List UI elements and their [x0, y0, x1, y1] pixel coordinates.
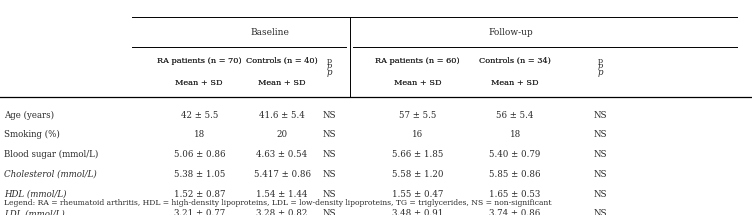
Text: 5.40 ± 0.79: 5.40 ± 0.79 [490, 150, 541, 159]
Text: p: p [598, 57, 602, 65]
Text: 1.54 ± 1.44: 1.54 ± 1.44 [256, 190, 308, 199]
Text: 18: 18 [194, 130, 205, 139]
Text: 5.85 ± 0.86: 5.85 ± 0.86 [490, 170, 541, 179]
Text: Controls (n = 34): Controls (n = 34) [479, 57, 551, 65]
Text: Legend: RA = rheumatoid arthritis, HDL = high-density lipoproteins, LDL = low-de: Legend: RA = rheumatoid arthritis, HDL =… [4, 199, 551, 207]
Text: NS: NS [593, 111, 607, 120]
Text: Baseline: Baseline [250, 28, 290, 37]
Text: Controls (n = 34): Controls (n = 34) [479, 57, 551, 65]
Text: Blood sugar (mmol/L): Blood sugar (mmol/L) [4, 150, 98, 159]
Text: NS: NS [323, 190, 336, 199]
Text: RA patients (n = 70): RA patients (n = 70) [157, 57, 241, 65]
Text: NS: NS [323, 150, 336, 159]
Text: NS: NS [593, 209, 607, 215]
Text: NS: NS [323, 209, 336, 215]
Text: p: p [597, 68, 603, 77]
Text: p: p [327, 57, 332, 65]
Text: 16: 16 [412, 130, 423, 139]
Text: 20: 20 [277, 130, 287, 139]
Text: RA patients (n = 60): RA patients (n = 60) [375, 57, 459, 65]
Text: p: p [326, 68, 332, 77]
Text: NS: NS [593, 130, 607, 139]
Text: 5.66 ± 1.85: 5.66 ± 1.85 [392, 150, 443, 159]
Text: 18: 18 [510, 130, 520, 139]
Text: 3.28 ± 0.82: 3.28 ± 0.82 [256, 209, 308, 215]
Text: 57 ± 5.5: 57 ± 5.5 [399, 111, 436, 120]
Text: 1.52 ± 0.87: 1.52 ± 0.87 [174, 190, 225, 199]
Text: p: p [598, 62, 602, 70]
Text: 41.6 ± 5.4: 41.6 ± 5.4 [259, 111, 305, 120]
Text: NS: NS [323, 130, 336, 139]
Text: 1.55 ± 0.47: 1.55 ± 0.47 [392, 190, 443, 199]
Text: Controls (n = 40): Controls (n = 40) [246, 57, 318, 65]
Text: p: p [327, 62, 332, 70]
Text: Mean + SD: Mean + SD [393, 79, 441, 87]
Text: 3.21 ± 0.77: 3.21 ± 0.77 [174, 209, 225, 215]
Text: Age (years): Age (years) [4, 111, 54, 120]
Text: NS: NS [593, 190, 607, 199]
Text: 5.38 ± 1.05: 5.38 ± 1.05 [174, 170, 225, 179]
Text: 5.06 ± 0.86: 5.06 ± 0.86 [174, 150, 225, 159]
Text: 42 ± 5.5: 42 ± 5.5 [180, 111, 218, 120]
Text: HDL (mmol/L): HDL (mmol/L) [4, 190, 66, 199]
Text: Mean + SD: Mean + SD [393, 79, 441, 87]
Text: 5.417 ± 0.86: 5.417 ± 0.86 [253, 170, 311, 179]
Text: Mean + SD: Mean + SD [491, 79, 539, 87]
Text: Smoking (%): Smoking (%) [4, 130, 59, 139]
Text: 3.48 ± 0.91: 3.48 ± 0.91 [392, 209, 443, 215]
Text: Mean + SD: Mean + SD [175, 79, 223, 87]
Text: 1.65 ± 0.53: 1.65 ± 0.53 [490, 190, 541, 199]
Text: Mean + SD: Mean + SD [258, 79, 306, 87]
Text: Mean + SD: Mean + SD [258, 79, 306, 87]
Text: 3.74 ± 0.86: 3.74 ± 0.86 [490, 209, 541, 215]
Text: Follow-up: Follow-up [489, 28, 533, 37]
Text: Controls (n = 40): Controls (n = 40) [246, 57, 318, 65]
Text: 56 ± 5.4: 56 ± 5.4 [496, 111, 534, 120]
Text: Mean + SD: Mean + SD [491, 79, 539, 87]
Text: NS: NS [593, 170, 607, 179]
Text: Mean + SD: Mean + SD [175, 79, 223, 87]
Text: NS: NS [323, 170, 336, 179]
Text: NS: NS [593, 150, 607, 159]
Text: RA patients (n = 70): RA patients (n = 70) [157, 57, 241, 65]
Text: LDL (mmol/L): LDL (mmol/L) [4, 209, 65, 215]
Text: 5.58 ± 1.20: 5.58 ± 1.20 [392, 170, 443, 179]
Text: Cholesterol (mmol/L): Cholesterol (mmol/L) [4, 170, 96, 179]
Text: RA patients (n = 60): RA patients (n = 60) [375, 57, 459, 65]
Text: 4.63 ± 0.54: 4.63 ± 0.54 [256, 150, 308, 159]
Text: NS: NS [323, 111, 336, 120]
